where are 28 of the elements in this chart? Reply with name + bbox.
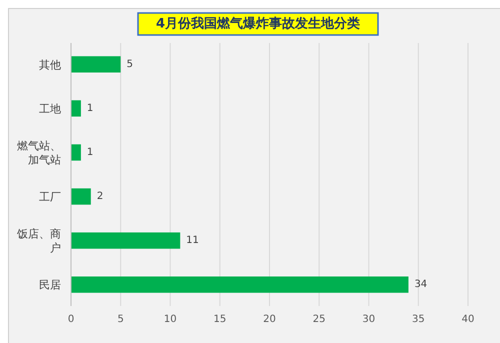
bar [71, 100, 81, 117]
x-tick-label: 15 [214, 314, 226, 325]
x-tick-label: 35 [412, 314, 425, 325]
bar [71, 144, 81, 161]
x-tick-label: 5 [117, 314, 124, 325]
x-tick-label: 0 [68, 314, 74, 325]
data-label: 34 [414, 279, 428, 290]
y-tick-label: 工地 [39, 102, 61, 116]
x-tick-label: 10 [164, 314, 177, 325]
data-label: 5 [126, 58, 133, 70]
bar [71, 276, 408, 293]
bar [71, 188, 91, 205]
data-label: 1 [86, 102, 94, 114]
y-tick-label: 民居 [39, 278, 61, 292]
y-tick-label: 饭店、商户 [16, 228, 61, 255]
y-tick-label: 工厂 [39, 190, 61, 204]
data-label: 2 [96, 191, 104, 202]
x-tick-label: 20 [263, 314, 276, 325]
chart-title: 4月份我国燃气爆炸事故发生地分类 [156, 16, 360, 32]
data-label: 11 [186, 235, 199, 246]
x-tick-label: 40 [462, 314, 474, 325]
bar [71, 232, 180, 249]
y-tick-label: 其他 [39, 58, 61, 72]
data-label: 1 [86, 146, 94, 158]
bar [71, 56, 121, 73]
x-tick-label: 30 [362, 314, 376, 325]
y-tick-label: 燃气站、加气站 [17, 139, 61, 166]
x-tick-label: 25 [312, 314, 326, 325]
